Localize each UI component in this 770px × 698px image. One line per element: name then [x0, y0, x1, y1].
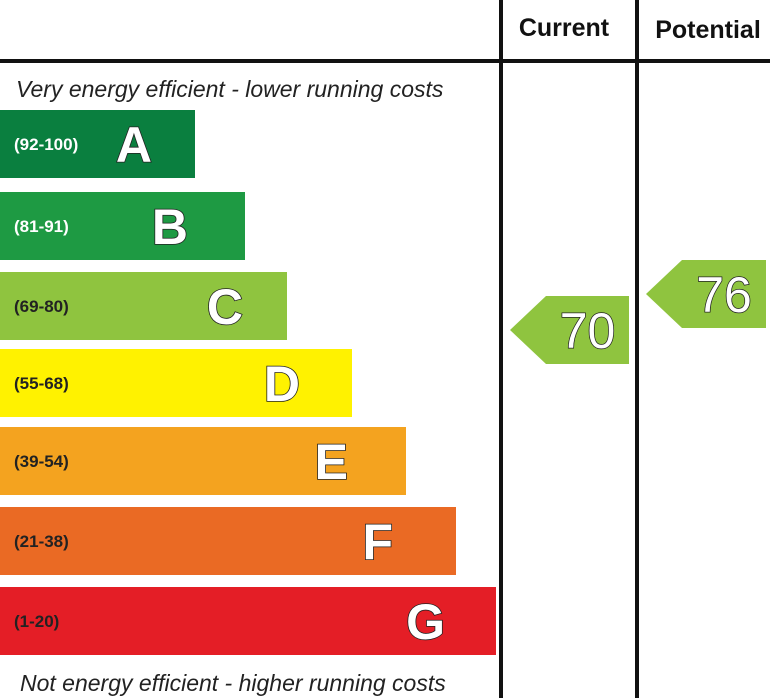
band-range-g: (1-20): [14, 612, 59, 631]
rating-bands: (92-100) A (81-91) B (69-80) C (55-68) D (39-54)…: [0, 110, 496, 655]
band-range-a: (92-100): [14, 135, 78, 154]
potential-column-header: Potential: [655, 16, 761, 44]
band-range-d: (55-68): [14, 374, 69, 393]
band-range-c: (69-80): [14, 297, 69, 316]
current-indicator: [510, 296, 629, 364]
band-letter-c: C: [207, 279, 243, 335]
band-bar-g: [0, 587, 496, 655]
band-letter-g: G: [406, 594, 445, 650]
band-letter-a: A: [116, 117, 152, 173]
band-bar-d: [0, 349, 352, 417]
potential-score: 76: [696, 267, 752, 323]
rating-indicators: 70 76: [510, 260, 766, 364]
band-bar-a: [0, 110, 195, 178]
band-bar-b: [0, 192, 245, 260]
potential-indicator: [646, 260, 766, 328]
band-bar-f: [0, 507, 456, 575]
band-letter-e: E: [315, 434, 348, 490]
bottom-efficiency-note: Not energy efficient - higher running co…: [20, 670, 446, 696]
band-letter-b: B: [152, 199, 188, 255]
band-bar-c: [0, 272, 287, 340]
band-range-e: (39-54): [14, 452, 69, 471]
top-efficiency-note: Very energy efficient - lower running co…: [16, 76, 444, 102]
current-score: 70: [560, 303, 616, 359]
band-range-b: (81-91): [14, 217, 69, 236]
band-bar-e: [0, 427, 406, 495]
band-letter-d: D: [264, 356, 300, 412]
band-letter-f: F: [362, 514, 393, 570]
current-column-header: Current: [519, 14, 610, 42]
band-range-f: (21-38): [14, 532, 69, 551]
